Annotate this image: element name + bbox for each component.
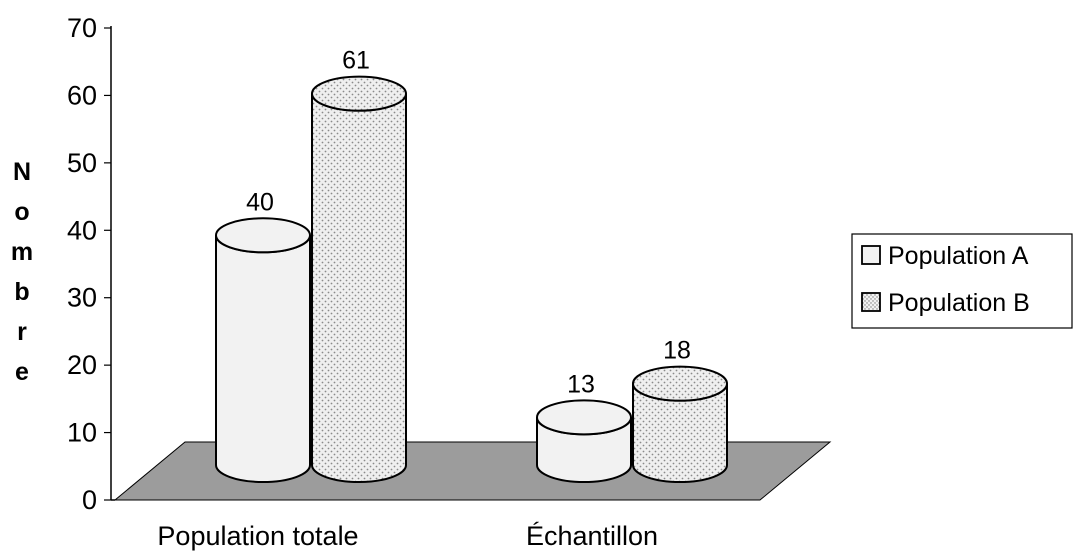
- cylinder-top: [311, 75, 407, 112]
- bar-population-b-population-totale: [311, 75, 407, 483]
- y-tick-label: 50: [67, 148, 97, 178]
- y-tick-label: 60: [67, 80, 97, 110]
- data-label: 61: [342, 47, 370, 75]
- bars: [215, 75, 728, 483]
- y-tick-label: 30: [67, 283, 97, 313]
- bar-population-a-population-totale: [215, 217, 311, 483]
- legend-swatch-population-a: [861, 245, 881, 265]
- cylinder-top: [215, 217, 311, 254]
- y-tick-label: 20: [67, 350, 97, 380]
- y-tick-label: 10: [67, 418, 97, 448]
- data-label: 13: [567, 370, 595, 398]
- legend-swatch-population-b: [861, 292, 881, 312]
- cylinder-top: [536, 399, 632, 436]
- data-label: 40: [246, 188, 274, 216]
- cylinder-body: [215, 235, 311, 483]
- category-labels: Population totale Échantillon: [157, 521, 658, 551]
- legend-box: [851, 233, 1073, 329]
- legend-label-population-b: Population B: [888, 289, 1030, 317]
- data-labels: 40 13 61 18: [246, 47, 691, 399]
- category-label-echantillon: Échantillon: [526, 521, 658, 551]
- data-label: 18: [663, 337, 691, 365]
- legend: Population A Population B: [851, 233, 1073, 329]
- legend-label-population-a: Population A: [888, 242, 1029, 270]
- cylinder-top: [632, 365, 728, 402]
- cylinder-body: [311, 93, 407, 483]
- y-tick-label: 40: [67, 215, 97, 245]
- bar-population-b-echantillon: [632, 365, 728, 483]
- y-tick-label: 0: [82, 485, 97, 515]
- bar-population-a-echantillon: [536, 399, 632, 483]
- category-label-population-totale: Population totale: [157, 521, 358, 551]
- y-ticks: 0 10 20 30 40 50 60 70: [67, 13, 111, 515]
- y-tick-label: 70: [67, 13, 97, 43]
